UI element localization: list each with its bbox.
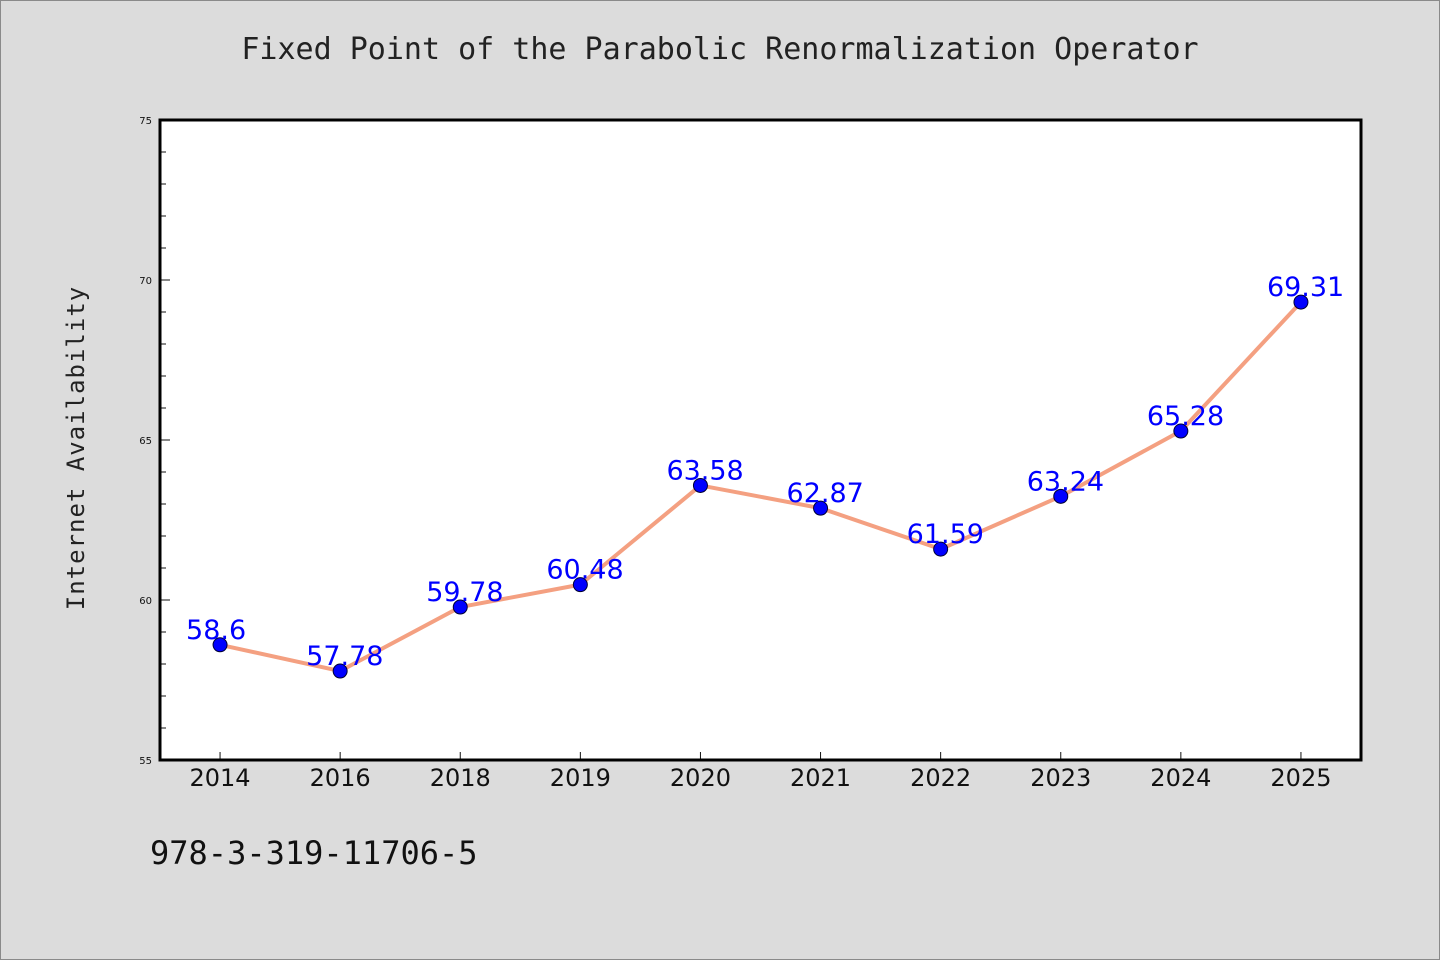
y-axis-label: Internet Availability [62, 286, 90, 610]
data-point [933, 541, 949, 557]
series-line [218, 300, 1303, 674]
x-tick-label: 2019 [550, 764, 611, 792]
y-tick-label: 60 [139, 596, 152, 607]
data-label: 62.87 [787, 478, 864, 509]
chart-title: Fixed Point of the Parabolic Renormaliza… [241, 32, 1199, 67]
data-point [692, 477, 708, 493]
x-tick-label: 2022 [910, 764, 971, 792]
x-tick-label: 2020 [670, 764, 731, 792]
x-tick-label: 2014 [190, 764, 251, 792]
data-label: 60.48 [546, 555, 623, 586]
data-point [332, 663, 348, 679]
data-point [1293, 294, 1309, 310]
data-label: 57.78 [306, 641, 383, 672]
isbn-text: 978-3-319-11706-5 [150, 834, 478, 872]
plot-border [158, 118, 1363, 762]
data-point [212, 637, 228, 653]
data-point [1053, 488, 1069, 504]
y-tick-label: 70 [139, 276, 152, 287]
data-label: 58.6 [186, 615, 246, 646]
y-tick-label: 75 [139, 116, 152, 127]
data-label: 63.24 [1027, 466, 1104, 497]
x-tick-label: 2016 [310, 764, 371, 792]
data-point [572, 577, 588, 593]
x-tick-label: 2024 [1150, 764, 1211, 792]
data-point [813, 500, 829, 516]
data-point [1173, 423, 1189, 439]
data-point [452, 599, 468, 615]
data-label: 63.58 [666, 455, 743, 486]
data-label: 59.78 [426, 577, 503, 608]
x-tick-label: 2018 [430, 764, 491, 792]
y-tick-label: 65 [139, 436, 152, 447]
x-tick-label: 2021 [790, 764, 851, 792]
x-tick-label: 2025 [1270, 764, 1331, 792]
data-label: 61.59 [907, 519, 984, 550]
x-tick-label: 2023 [1030, 764, 1091, 792]
data-label: 65.28 [1147, 401, 1224, 432]
data-label: 69.31 [1267, 272, 1344, 303]
y-tick-label: 55 [139, 756, 152, 767]
